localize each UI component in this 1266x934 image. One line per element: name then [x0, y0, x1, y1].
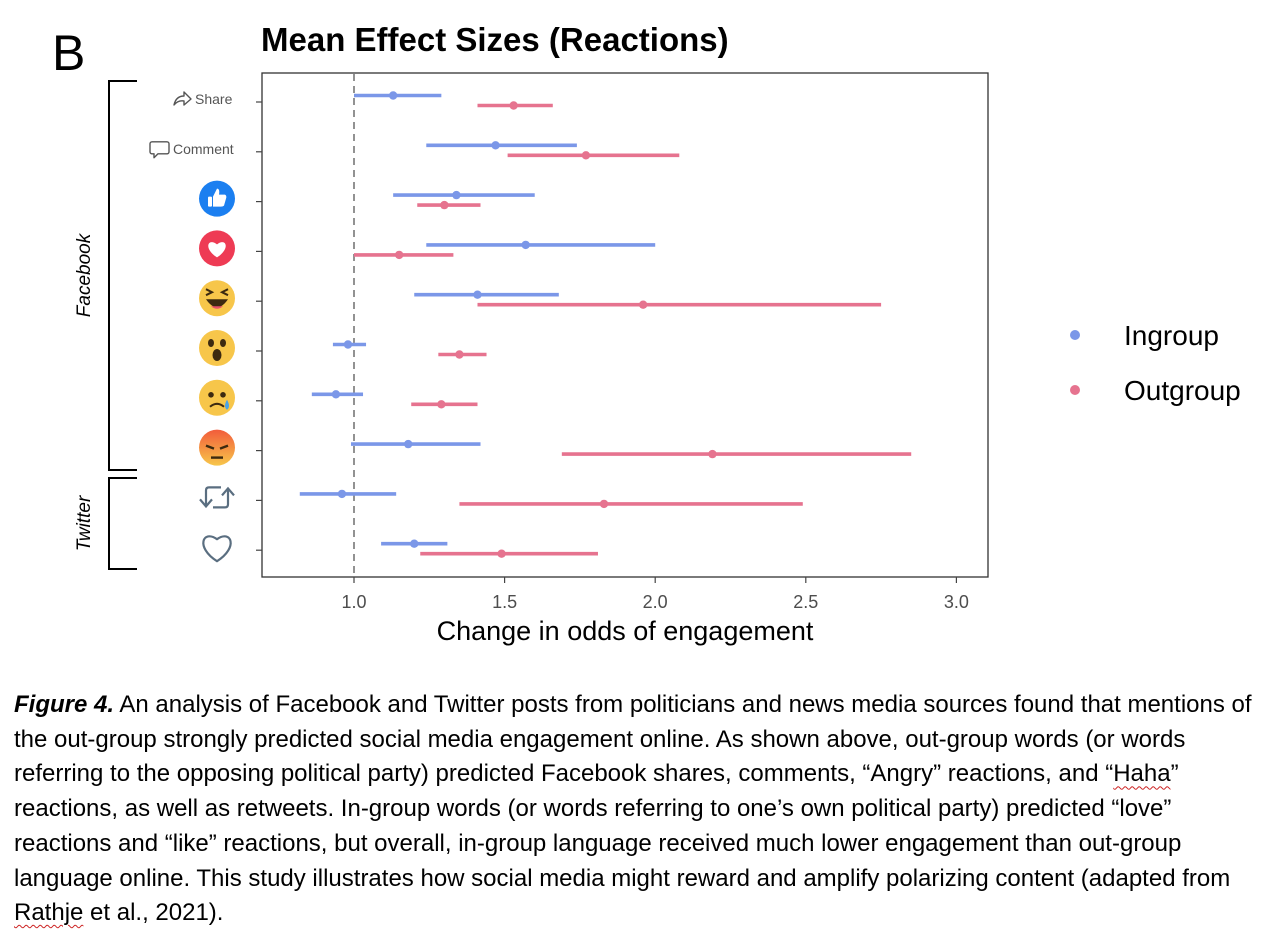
point-estimate	[394, 250, 404, 260]
point-estimate	[440, 200, 449, 210]
series-ingroup	[299, 91, 656, 548]
point-estimate	[343, 340, 353, 349]
x-tick-label: 3.0	[944, 592, 969, 612]
point-estimate	[331, 390, 341, 399]
point-estimate	[388, 91, 398, 100]
caption-author-word: Rathje	[14, 899, 84, 927]
point-estimate	[708, 449, 717, 459]
row-label-comment: Comment	[173, 141, 234, 157]
row-label-share: Share	[195, 91, 233, 107]
group-bracket-twitter: Twitter	[74, 477, 137, 570]
figure-caption: Figure 4. An analysis of Facebook and Tw…	[14, 688, 1254, 931]
point-estimate	[521, 240, 530, 250]
twitter-heart-icon	[202, 535, 232, 563]
point-estimate	[437, 400, 446, 409]
forest-plot: B Mean Effect Sizes (Reactions) 1.0 1.5 2.…	[52, 21, 1241, 646]
legend-label: Ingroup	[1124, 320, 1219, 351]
group-bracket-facebook: Facebook	[74, 80, 137, 471]
group-label: Facebook	[74, 232, 95, 317]
legend-marker	[1070, 330, 1080, 340]
x-tick-label: 1.0	[341, 592, 366, 612]
legend-item-ingroup: Ingroup	[1070, 320, 1219, 351]
comment-icon: Comment	[149, 141, 234, 159]
point-estimate	[491, 141, 500, 150]
love-reaction-icon	[199, 230, 235, 267]
sad-reaction-icon	[199, 379, 235, 416]
share-icon: Share	[173, 91, 233, 107]
point-estimate	[455, 350, 464, 359]
x-tick-label: 2.5	[793, 592, 818, 612]
like-reaction-icon	[199, 180, 235, 217]
legend-marker	[1070, 385, 1080, 395]
point-estimate	[452, 190, 461, 200]
x-tick-label: 2.0	[643, 592, 668, 612]
caption-label: Figure 4.	[14, 691, 115, 718]
plot-frame	[261, 72, 989, 578]
group-label: Twitter	[74, 495, 95, 551]
point-estimate	[599, 499, 609, 509]
haha-reaction-icon	[199, 280, 235, 317]
point-estimate	[509, 101, 518, 110]
legend-item-outgroup: Outgroup	[1070, 375, 1241, 406]
chart-title: Mean Effect Sizes (Reactions)	[261, 21, 729, 58]
panel-label: B	[52, 25, 85, 81]
point-estimate	[473, 290, 482, 299]
point-estimate	[337, 489, 347, 499]
caption-text-3: et al., 2021).	[83, 899, 224, 927]
point-estimate	[638, 300, 648, 309]
x-tick-label: 1.5	[492, 592, 517, 612]
point-estimate	[581, 151, 591, 160]
legend-label: Outgroup	[1124, 375, 1241, 406]
series-outgroup	[354, 101, 912, 558]
caption-text-2: ” reactions, as well as retweets. In-gro…	[14, 760, 1231, 892]
wow-reaction-icon	[199, 330, 235, 366]
angry-reaction-icon	[199, 429, 235, 466]
x-axis-label: Change in odds of engagement	[437, 616, 814, 646]
caption-text-1: An analysis of Facebook and Twitter post…	[14, 691, 1252, 788]
point-estimate	[497, 549, 506, 558]
caption-haha-word: Haha	[1113, 760, 1171, 788]
point-estimate	[404, 439, 413, 449]
retweet-icon	[199, 486, 235, 509]
point-estimate	[410, 539, 419, 548]
